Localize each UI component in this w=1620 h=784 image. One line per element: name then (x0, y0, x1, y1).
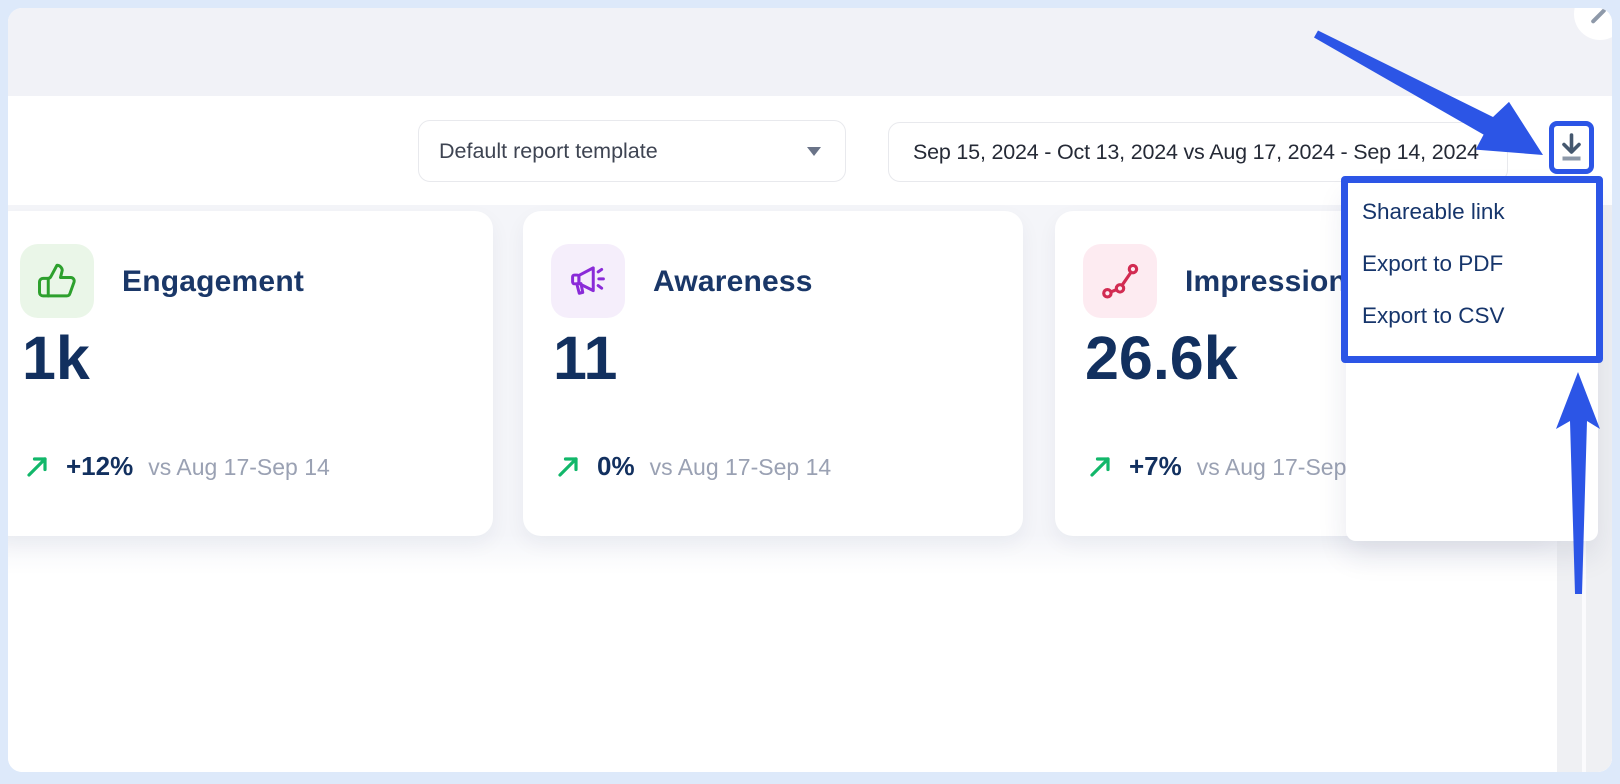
menu-item-shareable-link[interactable]: Shareable link (1362, 199, 1505, 224)
top-band (8, 8, 1612, 97)
export-menu: Shareable link Export to PDF Export to C… (1346, 181, 1598, 541)
trend-up-arrow-icon (558, 457, 578, 477)
metric-title: Impressions (1185, 265, 1364, 298)
metric-title: Engagement (122, 265, 305, 298)
thumbs-up-icon (38, 263, 76, 298)
report-template-selector[interactable]: Default report template (418, 120, 846, 182)
metric-card-engagement: Engagement 1k +12% vs Aug 17-Sep 14 (8, 211, 493, 536)
awareness-icon-box (551, 244, 625, 318)
metric-compare-row: +7% vs Aug 17-Sep 14 (1087, 451, 1378, 482)
pencil-icon (1590, 8, 1607, 25)
metric-value: 11 (553, 324, 618, 392)
menu-item-export-csv[interactable]: Export to CSV (1362, 303, 1505, 328)
chevron-down-icon (807, 146, 821, 156)
date-range-selector[interactable]: Sep 15, 2024 - Oct 13, 2024 vs Aug 17, 2… (888, 122, 1508, 182)
report-template-value: Default report template (439, 138, 658, 163)
metric-value: 1k (22, 324, 90, 392)
metric-card-awareness: Awareness 11 0% vs Aug 17-Sep 14 (523, 211, 1023, 536)
trend-up-arrow-icon (27, 457, 47, 477)
export-button[interactable] (1549, 121, 1594, 174)
metric-title: Awareness (653, 265, 813, 298)
engagement-icon-box (20, 244, 94, 318)
megaphone-icon (571, 266, 605, 295)
menu-item-export-pdf[interactable]: Export to PDF (1362, 251, 1504, 276)
metric-change: 0% (597, 451, 635, 481)
trend-up-arrow-icon (1090, 457, 1110, 477)
metric-compare-label: vs Aug 17-Sep 14 (148, 454, 330, 480)
download-icon (1562, 132, 1581, 160)
metric-compare-label: vs Aug 17-Sep 14 (649, 454, 832, 480)
metric-value: 26.6k (1085, 324, 1238, 392)
metric-change: +12% (66, 451, 134, 481)
metric-compare-row: 0% vs Aug 17-Sep 14 (555, 451, 831, 482)
metric-change: +7% (1129, 451, 1182, 481)
date-range-value: Sep 15, 2024 - Oct 13, 2024 vs Aug 17, 2… (913, 139, 1479, 164)
metric-compare-row: +12% vs Aug 17-Sep 14 (24, 451, 330, 482)
scatter-plot-icon (1102, 263, 1139, 299)
app-window: Default report template Sep 15, 2024 - O… (8, 8, 1612, 772)
impressions-icon-box (1083, 244, 1157, 318)
